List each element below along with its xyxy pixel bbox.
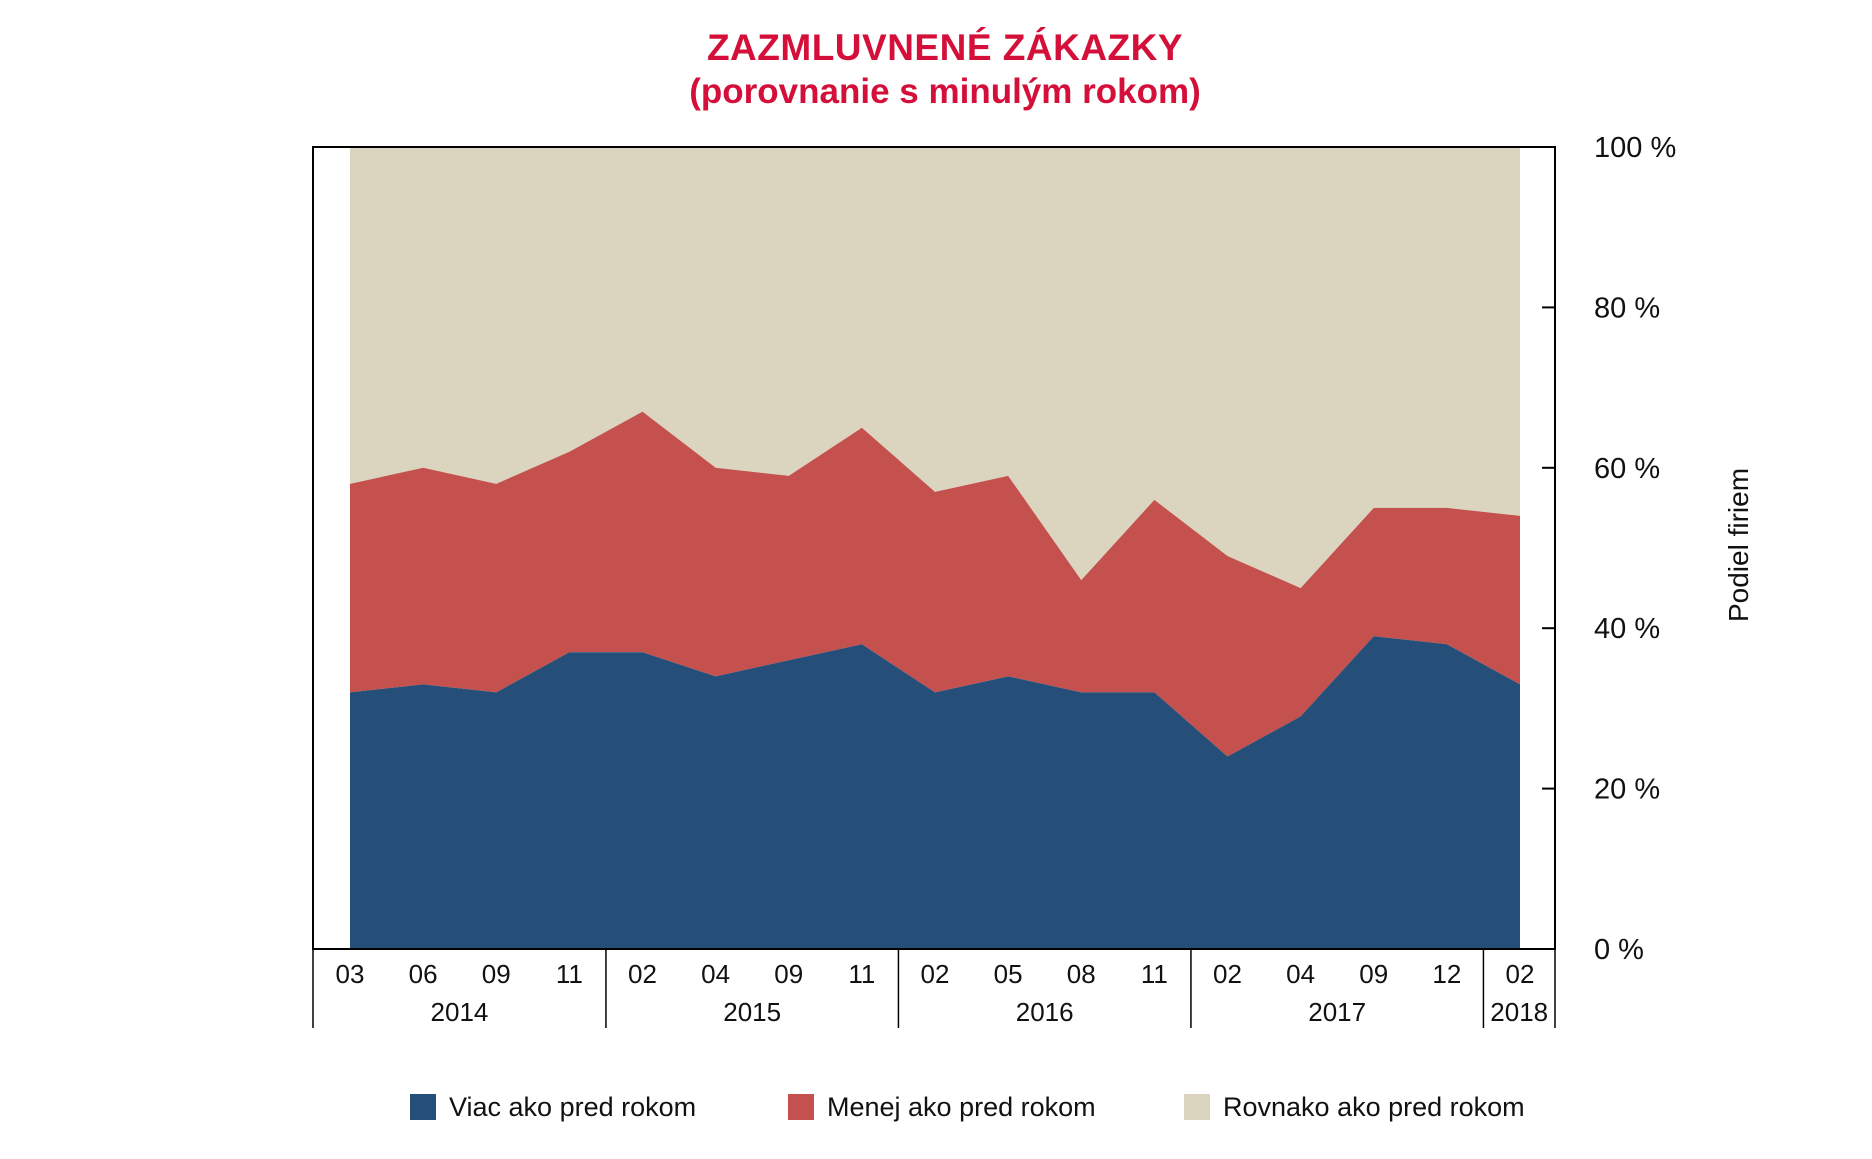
x-month-label: 02 [1506,959,1535,989]
x-month-label: 11 [556,959,583,989]
x-year-label: 2018 [1490,997,1548,1027]
x-year-label: 2015 [723,997,781,1027]
legend-swatch-menej [788,1094,814,1120]
x-month-label: 09 [774,959,803,989]
y-tick-label: 60 % [1594,453,1660,485]
x-month-label: 06 [409,959,438,989]
y-tick-label: 20 % [1594,774,1660,806]
x-year-label: 2017 [1308,997,1366,1027]
legend-item-menej: Menej ako pred rokom [788,1092,1096,1122]
x-year-label: 2016 [1016,997,1074,1027]
x-month-label: 08 [1067,959,1096,989]
legend-label-rovnako: Rovnako ako pred rokom [1223,1091,1525,1122]
chart-title: ZAZMLUVNENÉ ZÁKAZKY (porovnanie s minulý… [20,26,1870,114]
legend-item-rovnako: Rovnako ako pred rokom [1184,1092,1525,1122]
x-month-label: 02 [1213,959,1242,989]
x-year-label: 2014 [431,997,489,1027]
y-tick-label: 40 % [1594,613,1660,645]
x-month-label: 02 [921,959,950,989]
x-month-label: 12 [1432,959,1461,989]
y-tick-label: 0 % [1594,934,1644,966]
x-month-label: 02 [628,959,657,989]
x-month-label: 09 [482,959,511,989]
legend-swatch-rovnako [1184,1094,1210,1120]
legend-label-menej: Menej ako pred rokom [827,1091,1096,1122]
area-rovnako [350,147,1520,589]
plot-frame [312,146,1556,950]
x-month-label: 05 [994,959,1023,989]
x-month-label: 11 [848,959,875,989]
area-viac [350,636,1520,949]
x-month-label: 04 [1286,959,1315,989]
chart-title-line2: (porovnanie s minulým rokom) [689,72,1201,111]
legend-item-viac: Viac ako pred rokom [410,1092,696,1122]
x-month-label: 03 [336,959,365,989]
chart-title-line1: ZAZMLUVNENÉ ZÁKAZKY [706,27,1184,68]
legend-swatch-viac [410,1094,436,1120]
area-menej [350,411,1520,757]
x-month-label: 11 [1141,959,1168,989]
y-tick-label: 80 % [1594,292,1660,324]
legend-label-viac: Viac ako pred rokom [449,1091,697,1122]
x-month-label: 09 [1359,959,1388,989]
y-tick-label: 100 % [1594,132,1676,164]
y-axis-title: Podiel firiem [1723,468,1754,622]
x-month-label: 04 [701,959,730,989]
